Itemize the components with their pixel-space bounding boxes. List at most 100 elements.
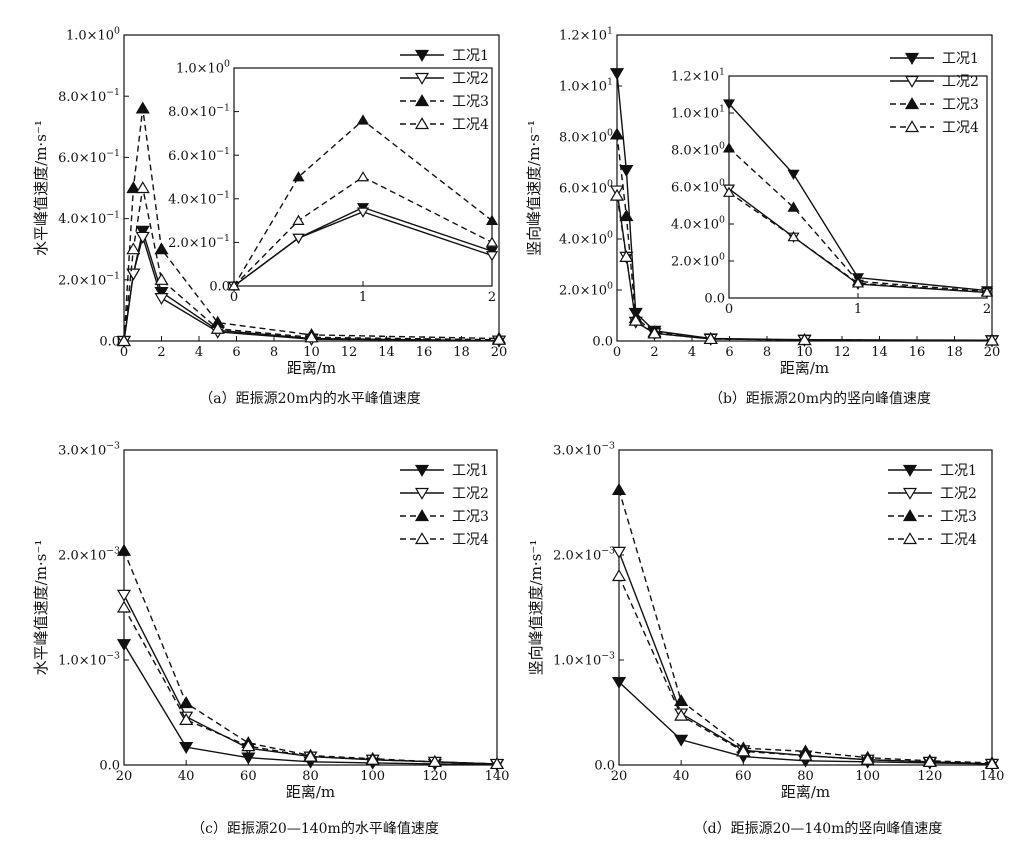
main-x-tick-label: 2 <box>650 345 658 360</box>
panel-b-inset: 0 1 2 0.0 2.0×100 4.0×100 6.0×100 8.0×100 1.0×10… <box>671 67 994 317</box>
inset-series-line-4 <box>233 176 493 287</box>
main-x-tick-label: 100 <box>855 769 880 784</box>
legend-marker <box>902 487 918 500</box>
main-data-point-4 <box>116 600 132 613</box>
main-data-point-4 <box>674 708 689 721</box>
inset-data-point-4 <box>356 171 370 182</box>
main-data-point-4 <box>797 333 812 346</box>
main-data-point-4 <box>135 181 150 194</box>
inset-y-tick-label: 1.0×101 <box>671 104 725 122</box>
main-data-point-3 <box>135 101 150 114</box>
legend-marker <box>414 72 430 85</box>
main-x-tick-label: 14 <box>378 345 395 360</box>
main-x-tick-label: 12 <box>341 345 358 360</box>
main-x-tick-label: 6 <box>725 345 733 360</box>
main-x-tick-label: 40 <box>178 769 195 784</box>
main-y-tick-label: 2.0×100 <box>559 281 613 299</box>
main-data-point-4 <box>491 332 507 345</box>
main-series-line-3 <box>618 489 993 764</box>
legend-label: 工况1 <box>942 51 979 67</box>
main-y-tick-label: 1.0×10−3 <box>58 651 120 669</box>
inset-data-point-4 <box>292 214 305 225</box>
caption-a: （a）距振源20m内的水平峰值速度 <box>199 391 421 407</box>
main-data-point-4 <box>303 749 318 762</box>
legend-marker <box>902 532 918 545</box>
inset-series-line-3 <box>233 119 493 287</box>
inset-data-point-3 <box>787 201 800 212</box>
main-data-point-3 <box>619 209 634 222</box>
legend-marker <box>904 97 920 110</box>
main-data-point-1 <box>611 676 627 689</box>
legend-label: 工况3 <box>940 509 977 525</box>
main-y-tick-label: 2.0×10−1 <box>58 271 120 289</box>
main-data-point-4 <box>647 326 662 339</box>
panel-d: 20 40 60 80 100 120 140 0.0 1.0×10−3 2.0×10−3 3.0×… <box>527 441 1004 801</box>
legend-label: 工况3 <box>942 97 979 113</box>
legend-label: 工况2 <box>942 74 979 90</box>
legend-label: 工况2 <box>452 486 489 502</box>
main-x-tick-label: 140 <box>980 769 1005 784</box>
main-x-tick-label: 10 <box>303 345 320 360</box>
inset-y-tick-label: 1.2×101 <box>671 67 725 85</box>
main-data-point-2 <box>116 589 132 602</box>
inset-data-point-3 <box>722 142 736 153</box>
main-y-tick-label: 6.0×100 <box>559 179 613 197</box>
inset-y-tick-label: 4.0×100 <box>671 215 725 233</box>
main-x-tick-label: 80 <box>302 769 319 784</box>
main-x-tick-label: 4 <box>688 345 696 360</box>
main-data-point-4 <box>798 748 813 761</box>
inset-x-tick-label: 1 <box>359 290 367 305</box>
main-x-tick-label: 40 <box>673 769 690 784</box>
main-x-tick-label: 120 <box>917 769 942 784</box>
main-x-tick-label: 6 <box>232 345 240 360</box>
inset-data-point-2 <box>485 251 499 262</box>
inset-x-tick-label: 1 <box>854 302 862 317</box>
main-series-line-2 <box>618 551 993 765</box>
main-x-tick-label: 60 <box>240 769 257 784</box>
x-axis-label: 距离/m <box>287 359 336 377</box>
main-data-point-1 <box>609 68 625 81</box>
legend-label: 工况1 <box>940 463 977 479</box>
legend-marker <box>902 509 918 522</box>
inset-series-line-4 <box>728 191 988 294</box>
main-data-point-3 <box>609 127 625 140</box>
legend-marker <box>414 94 430 107</box>
inset-y-tick-label: 8.0×100 <box>671 141 725 159</box>
main-x-tick-label: 12 <box>834 345 851 360</box>
legend-marker <box>414 487 430 500</box>
main-x-tick-label: 4 <box>195 345 203 360</box>
inset-data-point-1 <box>722 99 736 110</box>
caption-c: （c）距振源20—140m的水平峰值速度 <box>191 821 439 837</box>
main-data-point-2 <box>611 546 627 559</box>
main-series-line-4 <box>123 607 498 765</box>
inset-data-point-4 <box>851 277 865 288</box>
inset-data-point-3 <box>356 114 370 125</box>
main-y-tick-label: 4.0×10−1 <box>58 209 120 227</box>
main-data-point-4 <box>241 739 256 752</box>
main-x-tick-label: 20 <box>116 769 133 784</box>
inset-y-tick-label: 8.0×10−1 <box>168 102 230 120</box>
main-y-tick-label: 0.0 <box>99 759 120 774</box>
inset-y-tick-label: 0.0 <box>209 280 230 295</box>
legend-marker <box>414 117 430 130</box>
main-x-tick-label: 80 <box>797 769 814 784</box>
inset-data-point-3 <box>485 214 499 225</box>
main-y-tick-label: 0.0 <box>592 335 613 350</box>
legend-label: 工况4 <box>452 117 489 133</box>
main-y-tick-label: 1.0×10−3 <box>553 651 615 669</box>
main-x-tick-label: 10 <box>796 345 813 360</box>
legend-marker <box>414 49 430 62</box>
main-data-point-3 <box>126 181 141 194</box>
main-y-tick-label: 1.0×101 <box>559 77 613 95</box>
inset-data-point-4 <box>787 231 800 242</box>
inset-series-line-1 <box>728 103 988 292</box>
main-data-point-3 <box>154 242 169 255</box>
main-y-tick-label: 2.0×10−3 <box>553 546 615 564</box>
panel-a: 0 2 4 6 8 10 12 14 16 18 200.02.0×10−14.0×10−16.0×… <box>32 26 507 377</box>
x-axis-label: 距离/m <box>781 783 830 801</box>
main-data-point-2 <box>135 231 150 244</box>
main-data-point-4 <box>154 272 169 285</box>
x-axis-label: 距离/m <box>780 359 829 377</box>
inset-data-point-1 <box>787 169 800 180</box>
inset-data-point-3 <box>292 171 305 182</box>
